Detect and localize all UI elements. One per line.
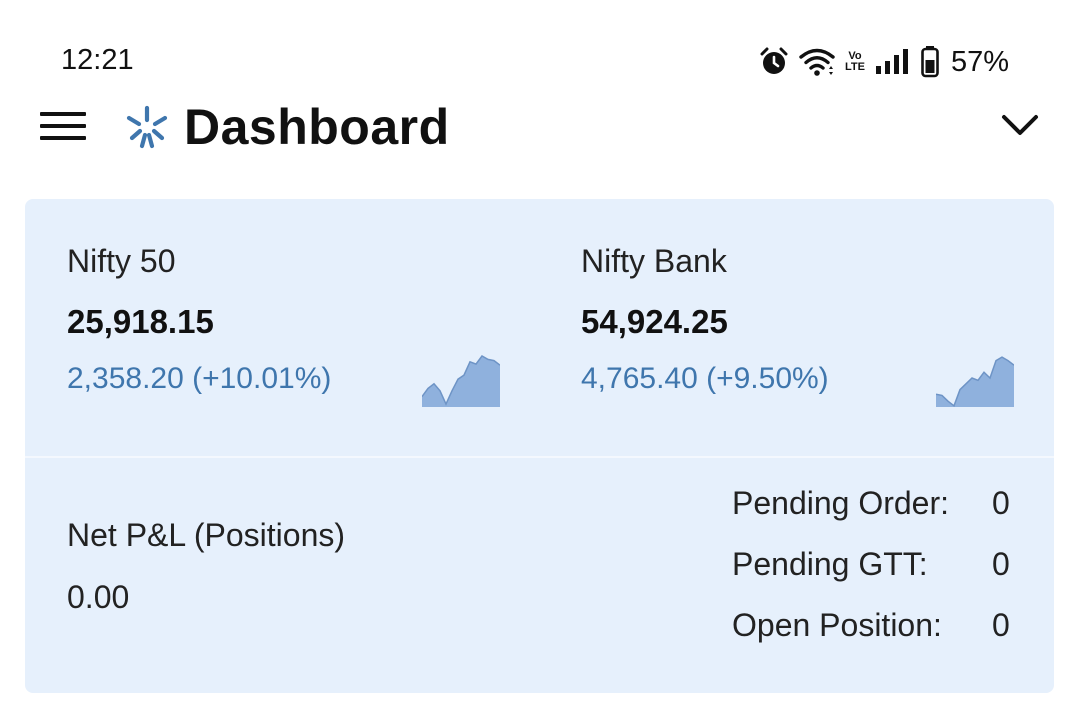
index-name: Nifty 50 — [67, 243, 176, 279]
battery-icon — [921, 46, 939, 78]
wifi-icon — [799, 48, 835, 76]
net-pnl-value: 0.00 — [67, 579, 130, 615]
index-card-nifty-bank[interactable]: Nifty Bank 54,924.25 4,765.40 (+9.50%) — [539, 199, 1053, 456]
index-card-nifty-50[interactable]: Nifty 50 25,918.15 2,358.20 (+10.01%) — [25, 199, 539, 456]
sparkline-area — [936, 357, 1014, 407]
pending-gtt-label: Pending GTT: — [732, 546, 928, 582]
sparkline-area — [422, 356, 500, 407]
signal-icon — [875, 49, 908, 74]
status-bar: 12:21 Vo LTE 57% — [0, 0, 1079, 100]
index-name: Nifty Bank — [581, 243, 727, 279]
index-change: 4,765.40 (+9.50%) — [581, 362, 829, 395]
index-value: 25,918.15 — [67, 303, 214, 340]
volte-icon: Vo LTE — [844, 50, 865, 73]
status-icons: Vo LTE 57% — [759, 44, 1009, 80]
open-position-label: Open Position: — [732, 607, 942, 643]
battery-level: 57% — [950, 45, 1009, 78]
sparkline-chart — [936, 356, 1014, 407]
pending-gtt-row[interactable]: Pending GTT: 0 — [732, 546, 1032, 586]
status-time: 12:21 — [61, 44, 134, 76]
app-logo-icon — [126, 105, 168, 149]
market-summary-card: Nifty 50 25,918.15 2,358.20 (+10.01%) Ni… — [25, 199, 1054, 693]
open-position-row[interactable]: Open Position: 0 — [732, 607, 1032, 647]
pending-order-value: 0 — [992, 485, 1010, 521]
sparkline-line — [422, 355, 500, 406]
sparkline-line — [936, 356, 1014, 407]
index-value: 54,924.25 — [581, 303, 728, 340]
chevron-down-icon[interactable] — [1000, 108, 1040, 142]
open-position-value: 0 — [992, 607, 1010, 643]
pending-gtt-value: 0 — [992, 546, 1010, 582]
menu-icon[interactable] — [40, 108, 86, 144]
alarm-icon — [760, 47, 788, 74]
app-bar: Dashboard — [0, 96, 1079, 162]
sparkline-chart — [422, 355, 500, 407]
net-pnl-label: Net P&L (Positions) — [67, 517, 346, 553]
pending-order-row[interactable]: Pending Order: 0 — [732, 485, 1032, 525]
page-title: Dashboard — [184, 99, 450, 155]
pending-order-label: Pending Order: — [732, 485, 950, 521]
index-change: 2,358.20 (+10.01%) — [67, 362, 332, 395]
divider — [25, 456, 1054, 458]
